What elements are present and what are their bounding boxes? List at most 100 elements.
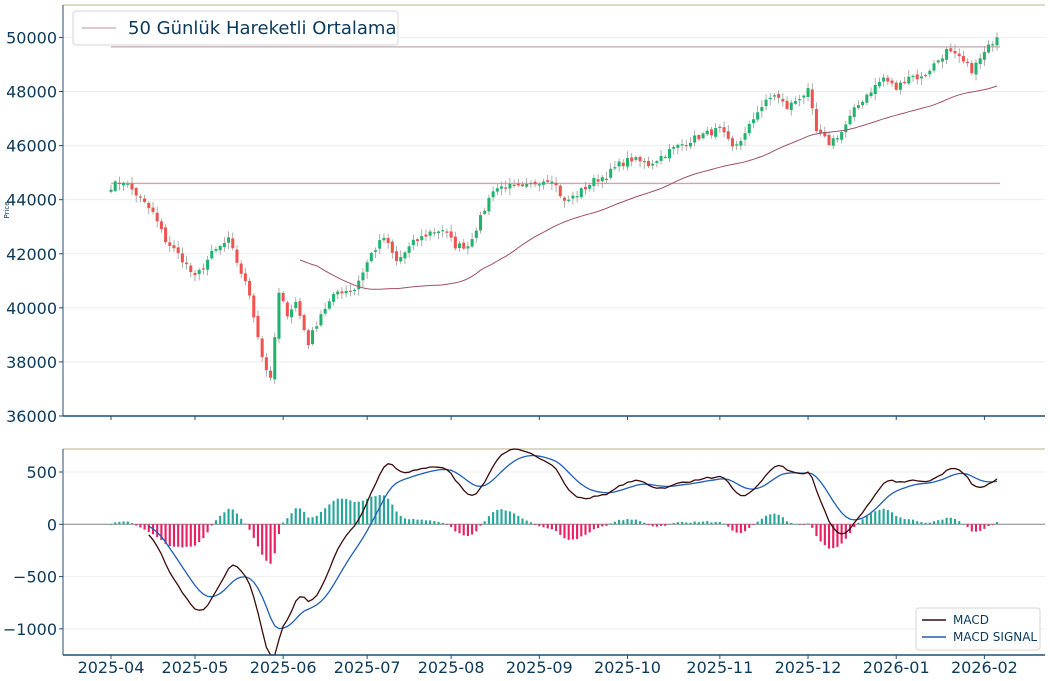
candle (378, 233, 382, 255)
candle (487, 194, 491, 216)
histogram-bar (966, 524, 969, 528)
histogram-bar (382, 495, 385, 525)
histogram-bar (378, 495, 381, 525)
legend-signal-label: MACD SIGNAL (953, 630, 1037, 644)
candle (344, 285, 348, 298)
histogram-bar (597, 524, 600, 529)
candle (642, 158, 646, 169)
histogram-bar (261, 524, 264, 555)
candle (659, 150, 663, 165)
histogram-bar (563, 524, 566, 539)
histogram-bar (643, 522, 646, 525)
candle (806, 83, 810, 102)
histogram-bar (483, 521, 486, 525)
candle (651, 159, 655, 170)
histogram-bar (945, 517, 948, 525)
histogram-bar (496, 509, 499, 525)
candle (256, 310, 260, 341)
histogram-bar (958, 521, 961, 525)
candle (974, 59, 978, 81)
candle (445, 228, 449, 239)
histogram-bar (298, 508, 302, 525)
candle (306, 328, 310, 350)
histogram-bar (172, 524, 176, 547)
histogram-bar (424, 520, 427, 525)
histogram-bar (664, 524, 667, 526)
histogram-bar (517, 515, 520, 525)
candle (882, 73, 886, 87)
candle (743, 126, 747, 146)
histogram-bar (685, 522, 688, 525)
histogram-bar (815, 524, 818, 537)
x-tick-label: 2026-02 (951, 658, 1018, 677)
candle (126, 180, 130, 188)
candle (827, 131, 831, 147)
histogram-bar (949, 517, 952, 525)
histogram-bar (727, 524, 730, 527)
candle (583, 182, 588, 195)
candle (281, 290, 285, 304)
candle (730, 135, 734, 151)
macd-tick-label: −1000 (3, 620, 57, 639)
histogram-bar (429, 520, 432, 525)
histogram-bar (282, 522, 285, 525)
histogram-bar (513, 513, 516, 525)
candle (231, 232, 235, 251)
candle (399, 250, 403, 265)
histogram-bar (676, 522, 679, 525)
histogram-bar (857, 522, 860, 525)
histogram-bar (374, 496, 377, 525)
candle (168, 235, 172, 253)
histogram-bar (991, 524, 994, 525)
histogram-bar (126, 521, 129, 525)
histogram-bar (995, 522, 999, 525)
histogram-bar (932, 521, 936, 525)
candle (311, 326, 315, 346)
candle (474, 227, 478, 243)
candle (185, 255, 189, 270)
histogram-bar (290, 513, 293, 525)
candle (877, 77, 881, 89)
candle (479, 211, 483, 234)
histogram-bar (588, 524, 591, 533)
candle (516, 178, 520, 187)
histogram-bar (546, 524, 549, 529)
candle (966, 58, 970, 67)
candle (214, 246, 218, 254)
x-tick-label: 2025-04 (78, 658, 145, 677)
histogram-bar (403, 518, 406, 525)
candle (537, 182, 541, 192)
histogram-bar (823, 524, 826, 546)
histogram-bar (189, 524, 192, 547)
x-tick-label: 2025-09 (506, 658, 573, 677)
candle (714, 123, 718, 140)
histogram-bar (907, 519, 910, 525)
histogram-bar (185, 524, 188, 547)
candle (630, 153, 634, 167)
candle (571, 191, 575, 205)
candle (420, 229, 424, 247)
candle (172, 240, 176, 253)
histogram-bar (198, 524, 201, 543)
candle (395, 246, 399, 266)
price-tick-label: 50000 (6, 28, 57, 47)
histogram-bar (655, 524, 658, 527)
histogram-bar (458, 524, 461, 534)
legend-ma-label: 50 Günlük Hareketli Ortalama (128, 18, 396, 39)
histogram-bar (790, 522, 793, 525)
histogram-bar (651, 524, 654, 527)
histogram-bar (937, 520, 940, 525)
candle (319, 310, 323, 327)
candle (932, 60, 936, 73)
histogram-bar (882, 508, 885, 525)
candle (684, 140, 688, 151)
candle (382, 233, 386, 243)
candle (949, 43, 953, 54)
histogram-bar (580, 524, 583, 537)
candle (567, 195, 571, 203)
candle (751, 112, 755, 129)
histogram-bar (311, 517, 314, 525)
histogram-bar (227, 508, 230, 525)
candle (411, 234, 415, 251)
histogram-bar (395, 511, 398, 525)
